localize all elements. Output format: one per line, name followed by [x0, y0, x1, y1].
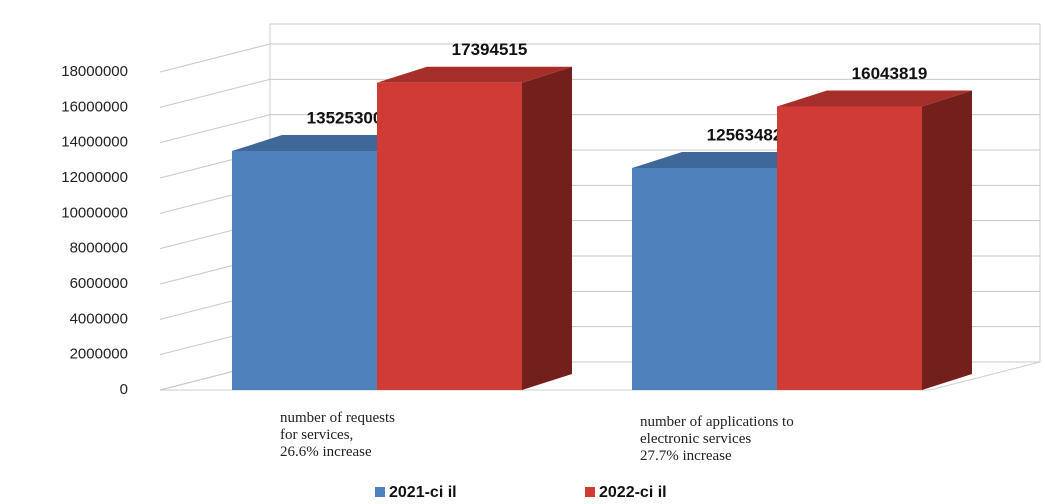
y-tick-label: 10000000	[61, 204, 128, 221]
bar-face	[377, 66, 572, 83]
y-tick-label: 16000000	[61, 98, 128, 115]
legend-label: 2021-ci il	[389, 484, 457, 501]
value-label: 13525300	[307, 109, 383, 128]
bar	[777, 90, 972, 390]
y-tick-label: 18000000	[61, 63, 128, 80]
grid-line	[159, 43, 1040, 73]
legend-swatch	[375, 487, 385, 497]
y-tick-label: 0	[120, 381, 128, 398]
y-tick-label: 14000000	[61, 134, 128, 151]
category-label: number of applications to electronic ser…	[640, 414, 794, 464]
bar-face	[522, 66, 572, 390]
y-tick-label: 12000000	[61, 169, 128, 186]
bar-face	[632, 168, 777, 390]
value-label: 17394515	[452, 40, 528, 59]
bar-face	[232, 151, 377, 390]
y-tick-label: 2000000	[70, 346, 128, 363]
bar-face	[377, 82, 522, 390]
value-label: 16043819	[852, 64, 928, 83]
legend-label: 2022-ci il	[599, 484, 667, 501]
bar-face	[777, 90, 972, 107]
bar	[377, 66, 572, 390]
y-tick-label: 6000000	[70, 275, 128, 292]
bar-face	[777, 106, 922, 390]
category-label: number of requests for services, 26.6% i…	[280, 410, 395, 460]
grid-line	[159, 78, 1040, 108]
y-tick-label: 8000000	[70, 240, 128, 257]
bar-face	[922, 90, 972, 390]
y-tick-label: 4000000	[70, 310, 128, 327]
value-label: 12563482	[707, 126, 783, 145]
legend-swatch	[585, 487, 595, 497]
